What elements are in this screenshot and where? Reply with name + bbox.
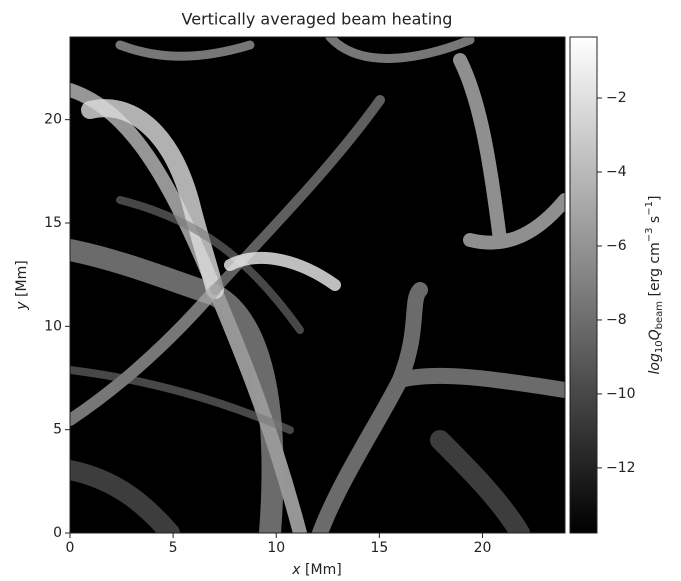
x-tick-label: 5 [169, 540, 178, 556]
colorbar-tick-label: −12 [606, 460, 636, 476]
swirl [70, 239, 284, 533]
swirl [210, 95, 385, 295]
label-part: beam [654, 301, 665, 329]
swirl [70, 430, 530, 533]
plot-frame [69, 36, 566, 534]
label-part: Q [647, 329, 663, 340]
colorbar-label: log10Qbeam [erg cm−3 s−1] [644, 196, 665, 375]
label-part: y [14, 301, 30, 311]
label-part: 10 [654, 340, 665, 353]
label-part: ] [647, 196, 663, 201]
x-tick-label: 0 [66, 540, 75, 556]
label-part: [Mm] [301, 562, 342, 578]
y-tick-label: 15 [44, 215, 62, 231]
x-tick-label: 10 [267, 540, 285, 556]
swirl [70, 196, 304, 434]
chart-title: Vertically averaged beam heating [182, 10, 453, 29]
swirl [70, 284, 221, 426]
label-part: −3 [644, 228, 655, 243]
label-part: −1 [644, 201, 655, 216]
heating-texture [70, 37, 565, 533]
label-part: s [647, 216, 663, 228]
label-part: log [647, 353, 663, 374]
label-part: x [291, 562, 301, 578]
swirl [312, 282, 565, 533]
label-part: [Mm] [14, 260, 30, 301]
colorbar [569, 36, 598, 534]
x-tick-label: 20 [474, 540, 492, 556]
y-axis-label: y [Mm] [14, 260, 30, 310]
swirl [453, 53, 565, 250]
swirl [224, 252, 341, 291]
y-tick-label: 5 [53, 422, 62, 438]
colorbar-tick-label: −10 [606, 386, 636, 402]
y-tick-label: 0 [53, 525, 62, 541]
y-tick-label: 20 [44, 112, 62, 128]
colorbar-tick-label: −4 [606, 164, 627, 180]
colorbar-tick-label: −2 [606, 90, 627, 106]
label-part: [erg cm [647, 242, 663, 301]
swirl [115, 37, 475, 63]
y-tick-label: 10 [44, 318, 62, 334]
colorbar-tick-label: −8 [606, 312, 627, 328]
colorbar-tick-label: −6 [606, 238, 627, 254]
x-axis-label: x [Mm] [291, 562, 341, 578]
x-tick-label: 15 [370, 540, 388, 556]
swirl [81, 99, 224, 299]
